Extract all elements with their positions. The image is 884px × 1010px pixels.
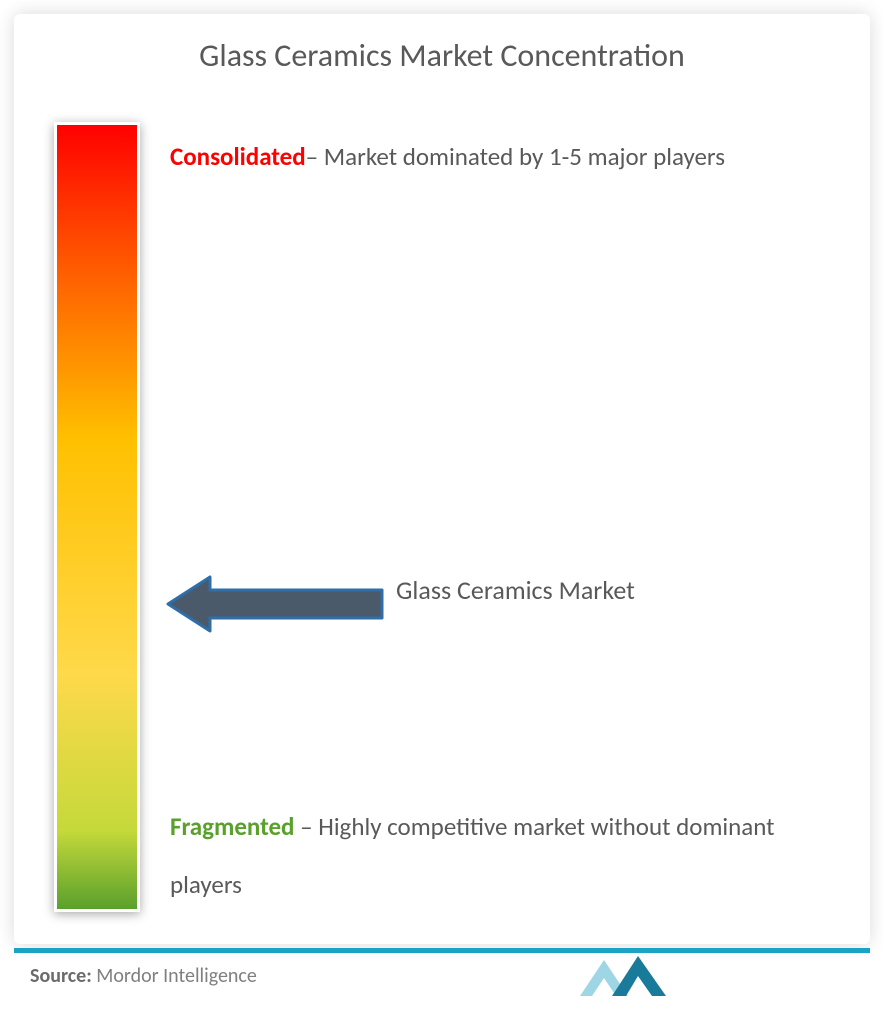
chart-title: Glass Ceramics Market Concentration xyxy=(14,14,870,75)
infographic-card: Glass Ceramics Market Concentration Cons… xyxy=(14,14,870,944)
fragmented-description: Fragmented – Highly competitive market w… xyxy=(170,798,850,913)
fragmented-term: Fragmented xyxy=(170,811,294,842)
brand-logo xyxy=(574,946,670,1007)
consolidated-text: – Market dominated by 1-5 major players xyxy=(306,141,725,172)
footer-divider xyxy=(14,948,870,953)
market-position-label: Glass Ceramics Market xyxy=(396,574,635,606)
source-attribution: Source: Mordor Intelligence xyxy=(30,964,257,988)
market-position-arrow xyxy=(166,574,386,639)
source-prefix: Source: xyxy=(30,964,92,988)
logo-icon xyxy=(574,946,670,1002)
arrow-icon xyxy=(166,574,386,634)
consolidated-description: Consolidated– Market dominated by 1-5 ma… xyxy=(170,128,850,186)
concentration-scale-bar xyxy=(54,122,140,912)
consolidated-term: Consolidated xyxy=(170,141,306,172)
source-name: Mordor Intelligence xyxy=(96,964,257,988)
